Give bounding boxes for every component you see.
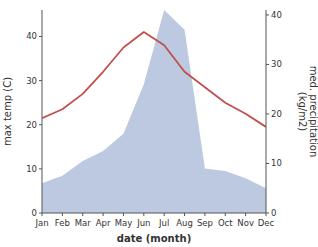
x-tick bbox=[204, 213, 205, 216]
y-tick bbox=[39, 80, 42, 81]
y-tick bbox=[39, 168, 42, 169]
y2-axis-label-line: (kg/m2) bbox=[297, 92, 308, 132]
line bbox=[42, 32, 266, 127]
y2-tick-label: 40 bbox=[271, 10, 282, 20]
y2-tick-label: 20 bbox=[271, 109, 282, 119]
x-tick bbox=[245, 213, 246, 216]
x-tick bbox=[82, 213, 83, 216]
y-tick-label: 10 bbox=[26, 164, 37, 174]
y-tick-label: 30 bbox=[26, 76, 37, 86]
x-tick bbox=[103, 213, 104, 216]
y2-tick-label: 10 bbox=[271, 158, 282, 168]
y-axis-label: max temp (C) bbox=[2, 77, 13, 146]
x-tick-label: Jul bbox=[158, 218, 169, 228]
x-axis-line bbox=[42, 213, 266, 214]
x-tick-label: Mar bbox=[75, 218, 92, 228]
y2-tick bbox=[266, 113, 269, 114]
y-tick-label: 0 bbox=[32, 208, 37, 218]
x-tick bbox=[164, 213, 165, 216]
y2-tick-label: 0 bbox=[271, 208, 276, 218]
y-tick bbox=[39, 124, 42, 125]
x-tick-label: May bbox=[115, 218, 133, 228]
x-axis-label: date (month) bbox=[117, 233, 191, 244]
x-tick-label: Aug bbox=[176, 218, 193, 228]
y-tick bbox=[39, 213, 42, 214]
x-tick bbox=[184, 213, 185, 216]
area bbox=[42, 10, 266, 213]
x-tick-label: Dec bbox=[258, 218, 275, 228]
y-tick-label: 40 bbox=[26, 31, 37, 41]
x-tick bbox=[123, 213, 124, 216]
y2-axis-label: med. precipitation(kg/m2) bbox=[297, 66, 318, 158]
y2-axis-line bbox=[266, 10, 267, 213]
x-tick-label: Jan bbox=[34, 218, 48, 228]
x-tick-label: Feb bbox=[55, 218, 70, 228]
y2-axis-label-line: med. precipitation bbox=[308, 66, 318, 158]
y2-tick-label: 30 bbox=[271, 59, 282, 69]
y-axis-line bbox=[42, 10, 43, 213]
x-tick-label: Nov bbox=[237, 218, 254, 228]
x-tick-label: Oct bbox=[218, 218, 233, 228]
chart: JanFebMarAprMayJunJulAugSepOctNovDec0102… bbox=[0, 0, 318, 247]
y-tick-label: 20 bbox=[26, 120, 37, 130]
y2-tick bbox=[266, 163, 269, 164]
y2-tick bbox=[266, 213, 269, 214]
y2-tick bbox=[266, 14, 269, 15]
x-tick-label: Sep bbox=[197, 218, 213, 228]
x-tick-label: Jun bbox=[136, 218, 150, 228]
x-tick bbox=[62, 213, 63, 216]
y2-tick bbox=[266, 64, 269, 65]
x-tick bbox=[225, 213, 226, 216]
y-tick bbox=[39, 36, 42, 37]
plot-area bbox=[42, 10, 266, 213]
x-tick bbox=[143, 213, 144, 216]
x-tick-label: Apr bbox=[96, 218, 111, 228]
